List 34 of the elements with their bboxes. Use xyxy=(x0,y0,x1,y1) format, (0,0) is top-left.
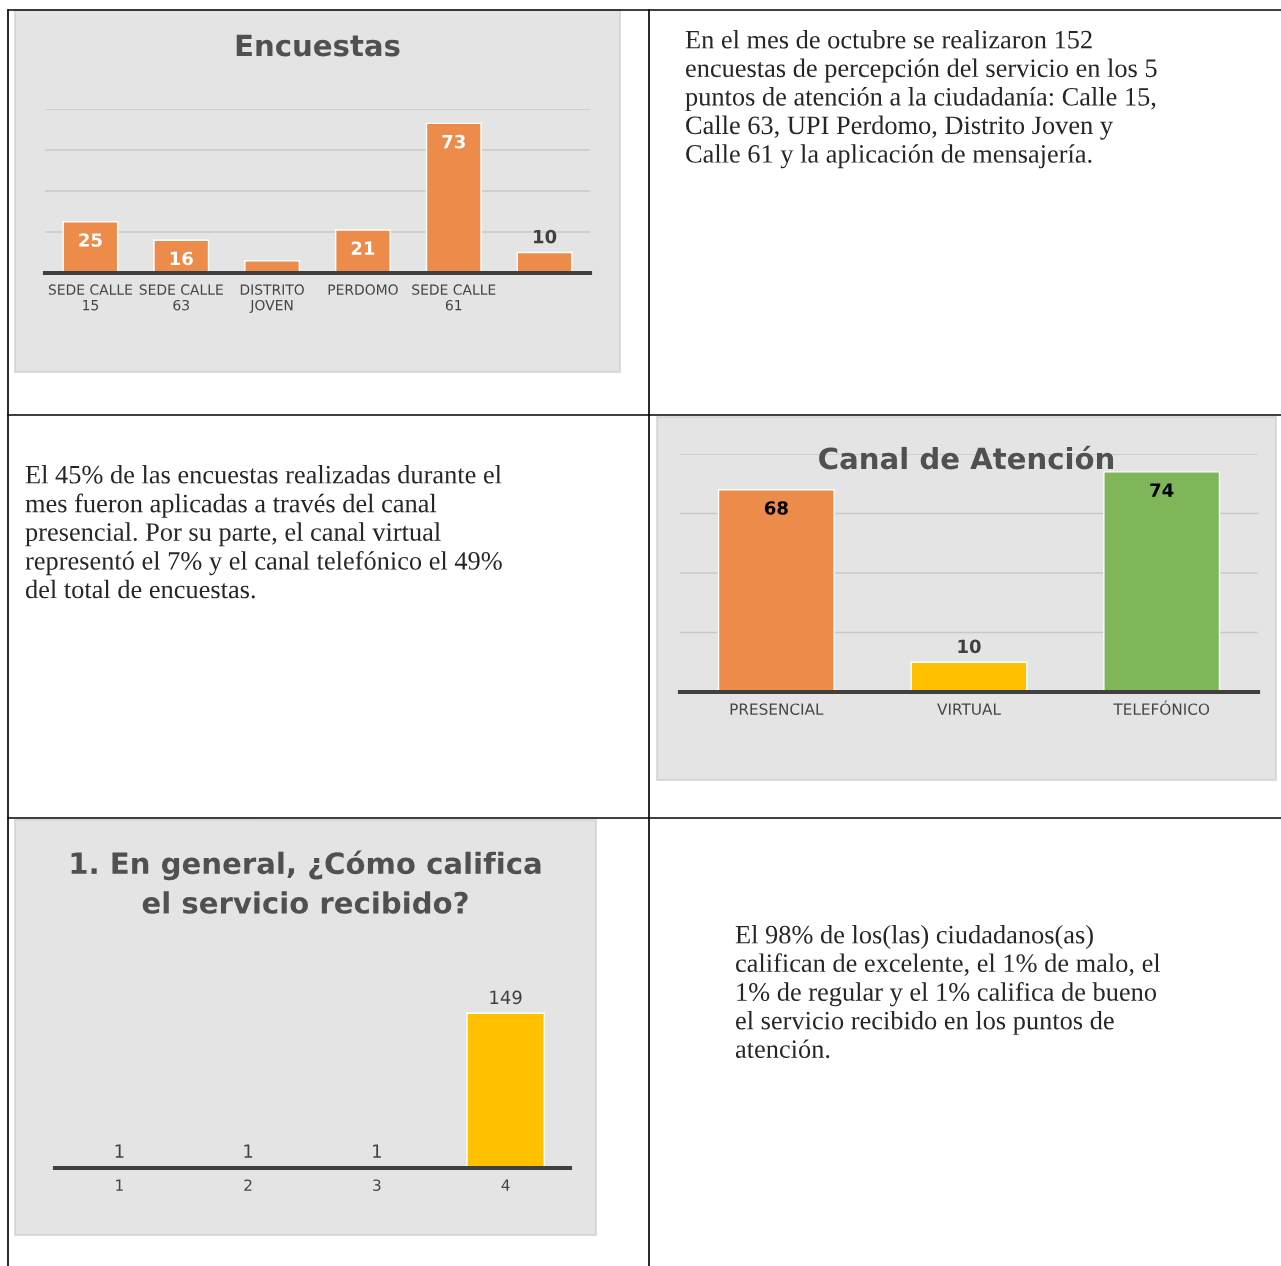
x-tick-label: PERDOMO xyxy=(328,284,398,295)
x-tick-label: 4 xyxy=(501,1179,510,1191)
data-label: 10 xyxy=(958,639,981,654)
x-tick-label: TELEFÓNICO xyxy=(1113,700,1210,715)
data-label: 149 xyxy=(490,990,522,1005)
x-tick-label: PRESENCIAL xyxy=(730,703,824,715)
x-tick-label: SEDE CALLE 61 xyxy=(412,284,496,311)
chart-title: Encuestas xyxy=(236,34,400,57)
bar xyxy=(334,229,391,273)
x-tick-label: 1 xyxy=(116,1179,123,1191)
chart-title: Canal de Atención xyxy=(819,445,1114,470)
data-label: 68 xyxy=(764,501,788,515)
data-label: 16 xyxy=(170,251,193,266)
data-label: 73 xyxy=(442,134,465,149)
x-tick-label: DISTRITO JOVEN xyxy=(240,284,304,313)
x-tick-label: VIRTUAL xyxy=(937,703,1001,715)
bar xyxy=(62,221,119,273)
bar xyxy=(425,122,482,273)
data-label: 1 xyxy=(244,1144,253,1158)
bar xyxy=(516,251,573,273)
x-tick-label: 3 xyxy=(373,1179,381,1191)
x-tick-label: SEDE CALLE 63 xyxy=(139,284,223,311)
text: El 45% de las encuestas realizadas durante el mes fueron aplicadas a través del canal presencial. Por su parte, el canal virtual representó el 7% y el canal telefónico el 49% del total de encuestas. xyxy=(25,465,502,599)
data-label: 10 xyxy=(534,229,557,244)
chart-title: 1. En general, ¿Cómo califica el servicio recibido? xyxy=(71,850,541,914)
x-tick-label: 2 xyxy=(244,1179,252,1191)
data-label: 1 xyxy=(373,1144,381,1158)
data-label: 1 xyxy=(115,1144,124,1158)
data-label: 25 xyxy=(79,233,102,247)
data-label: 21 xyxy=(351,241,375,255)
text: El 98% de los(las) ciudadanos(as) califican de excelente, el 1% de malo, el 1% de regular y el 1% califica de bueno el servicio recibido en los puntos de atención. xyxy=(735,925,1161,1059)
x-tick-label: SEDE CALLE 15 xyxy=(48,284,132,311)
text: En el mes de octubre se realizaron 152 encuestas de percepción del servicio en los 5 puntos de atención a la ciudadanía: Calle 15, Calle 63, UPI Perdomo, Distrito Joven y Calle 61 y la aplicación de mensajería. xyxy=(685,30,1157,169)
data-label: 74 xyxy=(1150,483,1174,497)
